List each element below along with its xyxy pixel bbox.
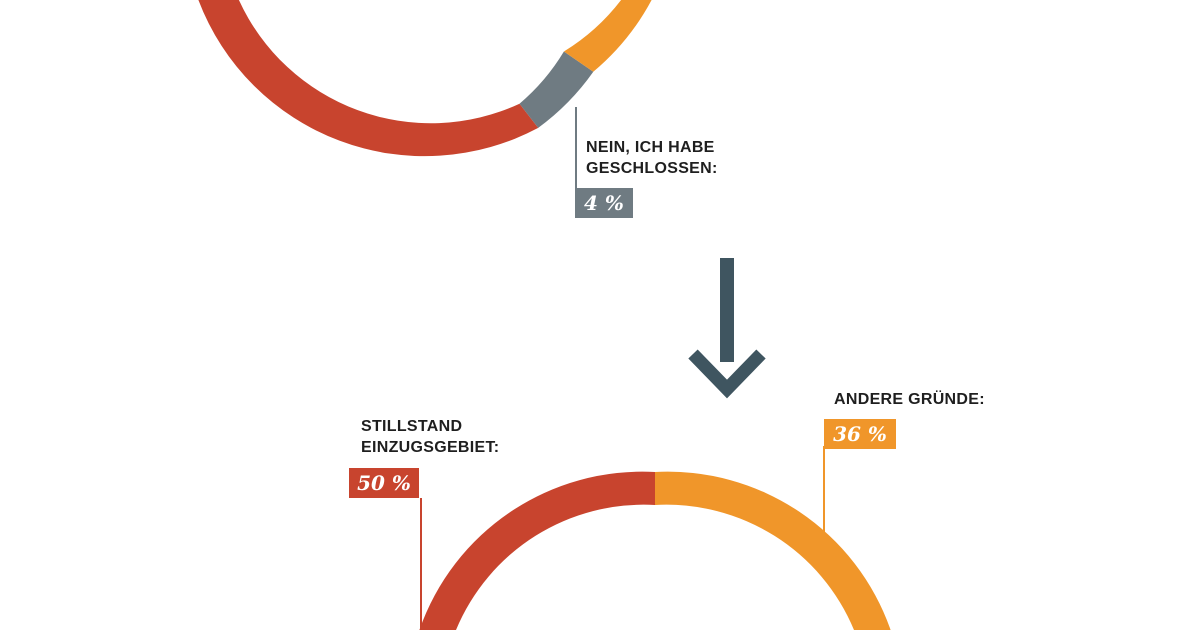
red-label-line2: EINZUGSGEBIET: — [361, 439, 500, 456]
red-label-line1: STILLSTAND — [361, 418, 463, 435]
red-label: STILLSTAND EINZUGSGEBIET: — [361, 416, 499, 458]
orange-label: ANDERE GRÜNDE: — [834, 389, 985, 410]
red-value-badge: 50 % — [349, 468, 419, 498]
orange-value-badge: 36 % — [824, 419, 896, 449]
top-donut — [198, 0, 652, 212]
gray-label-line2: GESCHLOSSEN: — [586, 160, 718, 177]
top-donut-gray-segment — [519, 51, 594, 128]
gray-label: NEIN, ICH HABE GESCHLOSSEN: — [586, 137, 718, 179]
bottom-donut-orange-segment — [655, 471, 891, 630]
top-donut-red-segment — [198, 0, 539, 157]
top-donut-orange-segment — [563, 0, 652, 72]
gray-value-badge: 4 % — [575, 188, 633, 218]
orange-label-line1: ANDERE GRÜNDE: — [834, 391, 985, 408]
bottom-donut-red-segment — [419, 471, 655, 630]
bottom-donut — [419, 446, 891, 630]
gray-label-line1: NEIN, ICH HABE — [586, 139, 715, 156]
arrow-down-icon — [688, 258, 766, 399]
